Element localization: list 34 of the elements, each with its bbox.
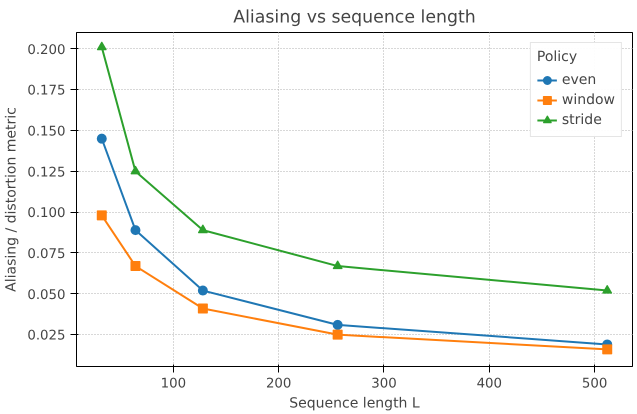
point bbox=[130, 225, 140, 236]
point bbox=[602, 344, 612, 354]
point bbox=[198, 304, 208, 314]
point bbox=[130, 261, 140, 272]
point bbox=[332, 330, 343, 340]
y-tick-label: 0.075 bbox=[27, 246, 66, 262]
x-tick-label: 400 bbox=[476, 376, 502, 392]
chart-title: Aliasing vs sequence length bbox=[233, 8, 476, 28]
y-tick-label: 0.150 bbox=[27, 124, 66, 140]
x-axis-title: Sequence length L bbox=[289, 396, 420, 412]
y-tick-label: 0.025 bbox=[27, 328, 66, 344]
point bbox=[130, 166, 140, 174]
x-tick-label: 100 bbox=[160, 376, 186, 392]
y-axis-title: Aliasing / distortion metric bbox=[3, 107, 20, 292]
point bbox=[198, 286, 208, 296]
y-tick-label: 0.125 bbox=[27, 165, 66, 180]
point bbox=[332, 260, 343, 270]
legend-title: Policy bbox=[536, 49, 578, 65]
point bbox=[96, 134, 107, 144]
y-tick-label: 0.100 bbox=[27, 206, 66, 222]
x-tick-label: 300 bbox=[371, 376, 397, 392]
x-tick-label: 200 bbox=[266, 376, 292, 392]
y-tick-label: 0.200 bbox=[27, 42, 66, 58]
point bbox=[332, 320, 343, 330]
y-tick-label: 0.050 bbox=[27, 288, 66, 303]
legend-label: even bbox=[562, 71, 596, 89]
point bbox=[96, 210, 107, 220]
point bbox=[198, 224, 208, 234]
point bbox=[602, 284, 612, 294]
legend-label: window bbox=[562, 91, 615, 109]
point bbox=[96, 42, 107, 50]
x-tick-label: 500 bbox=[582, 376, 608, 392]
y-tick-label: 0.175 bbox=[27, 84, 66, 99]
legend-label: stride bbox=[562, 111, 602, 129]
